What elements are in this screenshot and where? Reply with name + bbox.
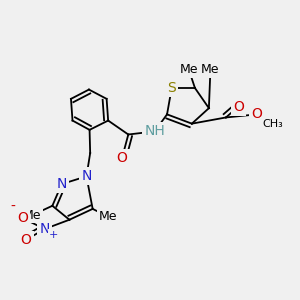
Text: +: + [49, 230, 58, 240]
Text: O: O [17, 211, 28, 225]
Text: N: N [81, 169, 92, 183]
Text: N: N [56, 177, 67, 191]
Text: CH₃: CH₃ [262, 119, 283, 129]
Text: O: O [233, 100, 244, 114]
Text: -: - [10, 200, 15, 214]
Text: S: S [167, 81, 176, 95]
Text: Me: Me [179, 63, 198, 76]
Text: NH: NH [144, 124, 165, 138]
Text: O: O [21, 233, 32, 247]
Text: Me: Me [201, 63, 220, 76]
Text: O: O [117, 151, 128, 165]
Text: Me: Me [23, 208, 41, 222]
Text: O: O [251, 107, 262, 122]
Text: Me: Me [99, 210, 117, 223]
Text: N: N [39, 222, 50, 236]
